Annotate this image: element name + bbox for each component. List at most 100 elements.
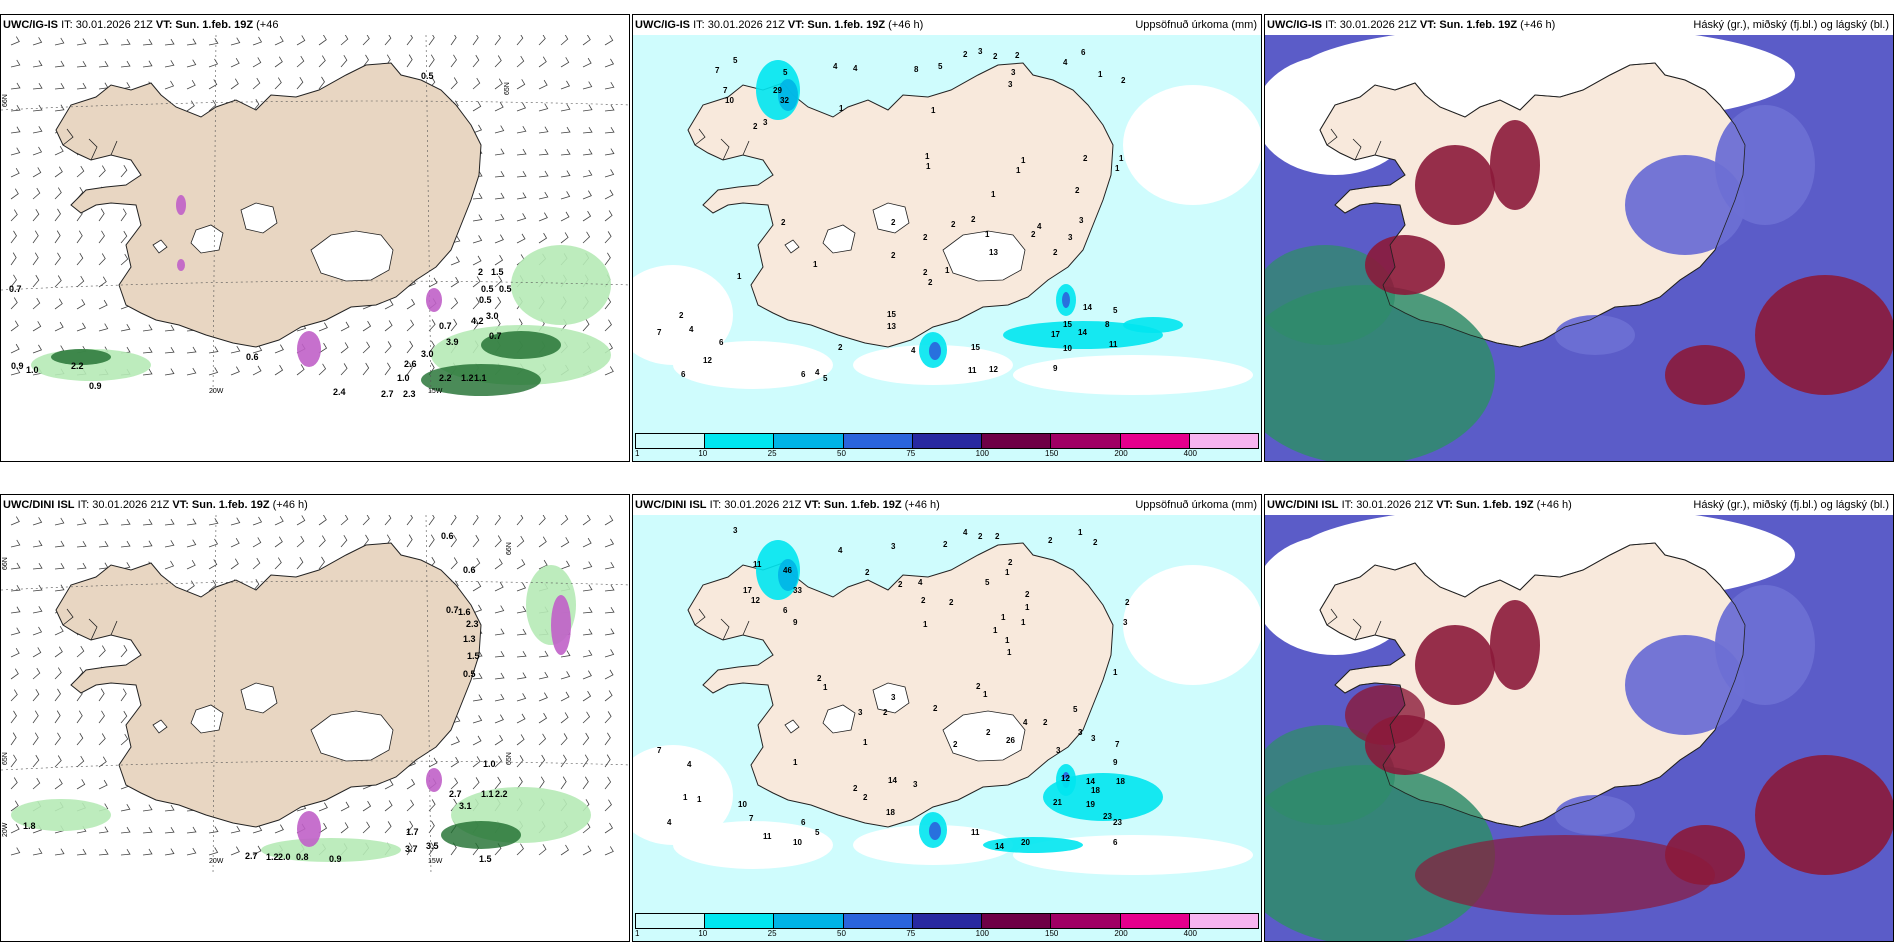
glacier bbox=[190, 704, 224, 734]
value-label: 3.9 bbox=[446, 337, 459, 347]
axis-label: 15W bbox=[428, 858, 443, 865]
panel-right-title: Uppsöfnuð úrkoma (mm) bbox=[1135, 499, 1257, 511]
precip-value: 2 bbox=[883, 708, 888, 717]
value-label: 1.0 bbox=[26, 365, 39, 375]
precip-value: 2 bbox=[1093, 538, 1098, 547]
cloud-shade bbox=[1715, 585, 1815, 705]
panel-cloud-dini: UWC/DINI ISL IT: 30.01.2026 21Z VT: Sun.… bbox=[1264, 494, 1894, 942]
precip-value: 12 bbox=[751, 596, 760, 605]
colorbar-legend: 1 10 25 50 75 100 150 200 400 bbox=[635, 433, 1259, 459]
cloud-shade bbox=[1415, 145, 1495, 225]
precip-value: 4 bbox=[963, 528, 968, 537]
value-label: 2.2 bbox=[495, 789, 508, 799]
panel-header: UWC/IG-IS IT: 30.01.2026 21Z VT: Sun. 1.… bbox=[1265, 15, 1893, 35]
colorbar-swatch bbox=[1189, 434, 1258, 448]
value-label: 1.1 bbox=[481, 789, 494, 799]
cloud-shade bbox=[1625, 155, 1745, 255]
value-label: 1.7 bbox=[406, 827, 419, 837]
glacier bbox=[784, 239, 800, 254]
max-precip-spot bbox=[297, 331, 321, 367]
precip-value: 2 bbox=[986, 728, 991, 737]
precip-value: 3 bbox=[733, 526, 738, 535]
precip-value: 9 bbox=[1053, 364, 1058, 373]
precip-value: 7 bbox=[723, 86, 728, 95]
precip-value: 3 bbox=[1079, 216, 1084, 225]
precip-value: 1 bbox=[945, 266, 950, 275]
precip-value: 5 bbox=[815, 828, 820, 837]
precip-value: 2 bbox=[679, 311, 684, 320]
colorbar-swatch bbox=[1189, 914, 1258, 928]
colorbar-tick: 100 bbox=[975, 449, 990, 458]
axis-label: 66N bbox=[2, 557, 9, 570]
colorbar-tick: 400 bbox=[1183, 449, 1198, 458]
precip-value: 9 bbox=[793, 618, 798, 627]
max-precip-spot bbox=[297, 811, 321, 847]
colorbar-swatch bbox=[912, 914, 983, 928]
precip-value: 7 bbox=[749, 814, 754, 823]
precip-shade bbox=[511, 245, 611, 325]
value-label: 0.9 bbox=[89, 381, 102, 391]
precip-value: 2 bbox=[891, 218, 896, 227]
colorbar-tick: 1 bbox=[635, 929, 640, 938]
precip-value: 2 bbox=[1043, 718, 1048, 727]
precip-value: 1 bbox=[839, 104, 844, 113]
max-precip-spot bbox=[426, 768, 442, 792]
glacier bbox=[942, 230, 1026, 282]
colorbar-swatch bbox=[774, 434, 844, 448]
precip-shade bbox=[1123, 317, 1183, 333]
cloud-shade bbox=[1345, 685, 1425, 745]
precip-value: 12 bbox=[1061, 774, 1070, 783]
max-precip-spot bbox=[176, 195, 186, 215]
precip-value: 4 bbox=[687, 760, 692, 769]
precip-value: 10 bbox=[793, 838, 802, 847]
precip-value: 1 bbox=[813, 260, 818, 269]
precip-value: 3 bbox=[1123, 618, 1128, 627]
precip-value: 11 bbox=[1109, 340, 1118, 349]
axis-label: 15W bbox=[428, 388, 443, 395]
cloud-shade bbox=[1755, 275, 1893, 395]
colorbar-tick: 75 bbox=[906, 449, 916, 458]
precip-value: 1 bbox=[1005, 636, 1010, 645]
glacier bbox=[240, 682, 278, 714]
precip-value: 1 bbox=[1001, 613, 1006, 622]
precip-value: 11 bbox=[968, 366, 977, 375]
precip-value: 1 bbox=[823, 683, 828, 692]
precip-value: 1 bbox=[793, 758, 798, 767]
precip-value: 2 bbox=[891, 251, 896, 260]
colorbar-tick: 50 bbox=[837, 449, 846, 458]
precip-value: 2 bbox=[976, 682, 981, 691]
precip-value: 1 bbox=[697, 795, 702, 804]
cloud-shade bbox=[1265, 245, 1395, 345]
precip-value: 2 bbox=[995, 532, 1000, 541]
precip-shade bbox=[1003, 321, 1163, 349]
value-label: 0.5 bbox=[481, 284, 494, 294]
precip-value: 4 bbox=[911, 346, 916, 355]
dry-area bbox=[633, 265, 733, 365]
precip-value: 2 bbox=[1008, 558, 1013, 567]
precip-value: 2 bbox=[923, 268, 928, 277]
precip-value: 2 bbox=[1031, 230, 1036, 239]
panel-right-title: Háský (gr.), miðský (fj.bl.) og lágský (… bbox=[1693, 499, 1889, 511]
precip-value: 2 bbox=[949, 598, 954, 607]
axis-label: 66N bbox=[506, 542, 513, 555]
precip-value: 15 bbox=[971, 343, 980, 352]
precip-value: 7 bbox=[715, 66, 720, 75]
precip-value: 15 bbox=[1063, 320, 1072, 329]
value-label: 0.5 bbox=[479, 295, 492, 305]
precip-value: 14 bbox=[888, 776, 897, 785]
precip-value: 13 bbox=[989, 248, 998, 257]
cloud-shade bbox=[1555, 795, 1635, 835]
precip-shade bbox=[261, 838, 401, 862]
colorbar-swatch bbox=[1120, 434, 1190, 448]
precip-value: 1 bbox=[983, 690, 988, 699]
precip-value: 1 bbox=[1078, 528, 1083, 537]
precip-value: 11 bbox=[763, 832, 772, 841]
precip-value: 2 bbox=[753, 122, 758, 131]
precip-value: 2 bbox=[1121, 76, 1126, 85]
colorbar-swatch bbox=[912, 434, 983, 448]
precip-value: 20 bbox=[1021, 838, 1030, 847]
colorbar-tick: 150 bbox=[1045, 449, 1059, 458]
precip-value: 46 bbox=[783, 566, 792, 575]
precip-value: 1 bbox=[926, 162, 931, 171]
value-label: 1.5 bbox=[467, 651, 480, 661]
